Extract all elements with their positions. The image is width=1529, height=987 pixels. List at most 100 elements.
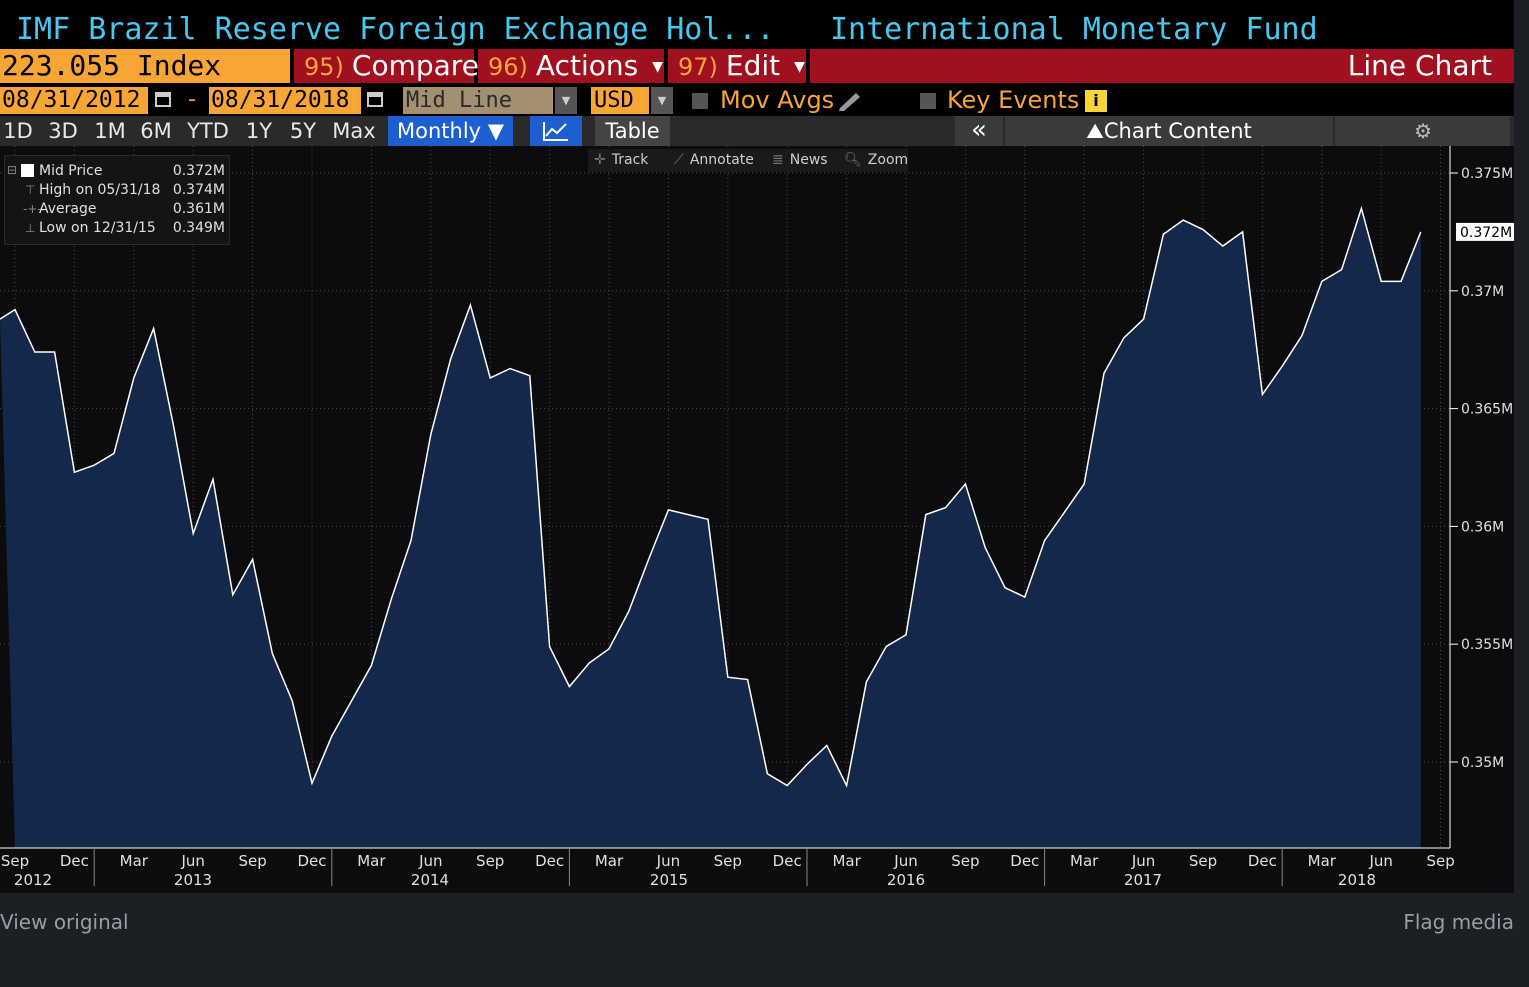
actions-button[interactable]: 96) Actions ▼ [478, 49, 664, 83]
frequency-select[interactable]: Monthly ▼ [388, 116, 513, 146]
pencil-icon[interactable] [836, 90, 864, 112]
legend-mid-price: Mid Price 0.372M [39, 162, 225, 181]
y-tick-label: 0.375M [1461, 166, 1513, 182]
collapse-toggle-icon[interactable]: ⊟ [7, 163, 18, 177]
x-year-label: 2017 [1124, 871, 1162, 889]
news-tool[interactable]: ≣ News [772, 149, 828, 171]
key-events-checkbox[interactable] [920, 93, 936, 109]
x-month-label: Mar [1070, 852, 1099, 870]
currency-dropdown-icon[interactable]: ▼ [651, 87, 673, 114]
period-3d[interactable]: 3D [48, 119, 78, 143]
zoom-tool[interactable]: 🔍︎ Zoom [844, 149, 908, 171]
flag-media-link[interactable]: Flag media [1403, 910, 1514, 934]
compare-label: Compare [351, 49, 479, 82]
price-area [0, 208, 1421, 849]
end-date-field[interactable]: 08/31/2018 [209, 87, 361, 114]
edit-button[interactable]: 97) Edit ▼ [668, 49, 806, 83]
edit-label: Edit [725, 49, 781, 82]
x-month-label: Sep [714, 852, 742, 870]
x-month-label: Dec [1248, 852, 1277, 870]
annotate-label: Annotate [689, 152, 754, 168]
legend-low-value: 0.349M [172, 220, 225, 236]
x-year-label: 2016 [887, 871, 925, 889]
x-year-label: 2012 [14, 871, 52, 889]
legend-high: High on 05/31/18 0.374M [39, 181, 225, 200]
track-label: Track [611, 152, 649, 168]
legend-mid-price-value: 0.372M [172, 163, 225, 179]
compare-button[interactable]: 95) Compare [294, 49, 479, 83]
chart-tools-bar: ✛ Track ⟋ Annotate ≣ News 🔍︎ Zoom [588, 149, 908, 172]
start-date-field[interactable]: 08/31/2012 [0, 87, 148, 114]
x-month-label: Jun [418, 852, 442, 870]
ticker-field[interactable]: 223.055 Index [0, 49, 290, 83]
terminal-window: IMF Brazil Reserve Foreign Exchange Hol.… [0, 0, 1514, 893]
legend-average: Average 0.361M [39, 200, 225, 219]
actions-caret-icon: ▼ [652, 59, 663, 75]
page-edge [1514, 0, 1529, 987]
news-label: News [789, 152, 828, 168]
y-tick-label: 0.37M [1461, 284, 1504, 300]
legend-mid-price-label: Mid Price [39, 163, 103, 179]
x-month-label: Dec [60, 852, 89, 870]
chart-content-label: Chart Content [1103, 119, 1252, 143]
x-month-label: Sep [1426, 852, 1454, 870]
table-button[interactable]: Table [595, 116, 670, 146]
period-ytd[interactable]: YTD [187, 119, 229, 143]
actions-label: Actions [535, 49, 639, 82]
period-1m[interactable]: 1M [94, 119, 126, 143]
x-month-label: Dec [535, 852, 564, 870]
period-5y[interactable]: 5Y [289, 119, 317, 143]
price-type-select[interactable]: Mid Line [403, 87, 553, 114]
legend-high-value: 0.374M [172, 182, 225, 198]
calendar-icon[interactable] [366, 90, 384, 108]
crosshair-icon: ✛ [594, 152, 606, 168]
x-month-label: Mar [595, 852, 624, 870]
x-month-label: Dec [773, 852, 802, 870]
settings-gear-button[interactable]: ⚙ [1335, 116, 1510, 146]
annotate-icon: ⟋ [674, 152, 684, 168]
security-title: IMF Brazil Reserve Foreign Exchange Hol.… [16, 12, 775, 47]
view-original-link[interactable]: View original [0, 910, 129, 934]
x-year-label: 2014 [411, 871, 449, 889]
period-bar: 1D 3D 1M 6M YTD 1Y 5Y Max Monthly ▼ Tabl… [0, 116, 1514, 146]
chart-content-button[interactable]: ⛰Chart Content [1005, 116, 1333, 146]
currency-select[interactable]: USD [591, 87, 649, 114]
x-month-label: Jun [180, 852, 204, 870]
x-month-label: Mar [1308, 852, 1337, 870]
track-tool[interactable]: ✛ Track [594, 149, 648, 171]
x-month-label: Sep [238, 852, 266, 870]
y-tick-label: 0.365M [1461, 402, 1513, 418]
zoom-label: Zoom [867, 152, 909, 168]
line-chart-icon [543, 122, 568, 141]
period-1d[interactable]: 1D [3, 119, 33, 143]
news-icon: ≣ [772, 152, 784, 168]
source-name: International Monetary Fund [830, 12, 1318, 47]
x-month-label: Mar [832, 852, 861, 870]
chart-view-button[interactable] [530, 116, 582, 146]
edit-caret-icon: ▼ [794, 59, 805, 75]
period-1y[interactable]: 1Y [245, 119, 273, 143]
collapse-icon[interactable]: « [955, 116, 1003, 146]
zoom-icon: 🔍︎ [844, 152, 862, 168]
price-chart[interactable]: 0.35M 0.355M 0.36M 0.365M 0.37M 0.375M 0.372M S… [0, 146, 1514, 893]
x-month-label: Mar [120, 852, 149, 870]
title-bar: IMF Brazil Reserve Foreign Exchange Hol.… [0, 11, 1514, 49]
price-line [0, 205, 1422, 788]
mov-avgs-checkbox[interactable] [692, 93, 708, 109]
price-type-dropdown-icon[interactable]: ▼ [555, 87, 577, 114]
mid-price-swatch [21, 164, 34, 177]
last-value-badge [1456, 222, 1514, 241]
period-max[interactable]: Max [332, 119, 376, 143]
legend-average-label: Average [39, 201, 97, 217]
annotate-tool[interactable]: ⟋ Annotate [674, 149, 754, 171]
last-value-label: 0.372M [1460, 225, 1512, 241]
period-6m[interactable]: 6M [140, 119, 172, 143]
date-separator: - [188, 87, 196, 112]
calendar-icon[interactable] [154, 90, 172, 108]
x-month-label: Jun [1131, 852, 1155, 870]
chart-type-bar[interactable]: Line Chart [810, 49, 1514, 83]
average-marker-icon: -+- [23, 202, 42, 216]
x-year-label: 2013 [174, 871, 212, 889]
legend-high-label: High on 05/31/18 [39, 182, 161, 198]
info-icon[interactable]: i [1085, 90, 1107, 112]
